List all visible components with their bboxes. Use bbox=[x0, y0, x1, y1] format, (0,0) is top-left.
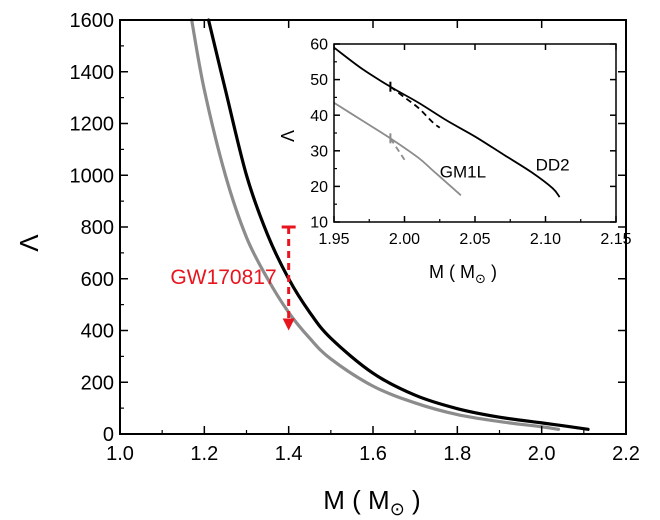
main-x-axis-title-close: ) bbox=[405, 485, 421, 515]
inset-y-tick-label: 30 bbox=[310, 143, 328, 160]
inset-x-ticks: 1.95 2.00 2.05 2.10 2.15 bbox=[318, 44, 632, 248]
main-x-tick-label: 1.0 bbox=[106, 443, 134, 465]
inset-series-line-2 bbox=[333, 101, 462, 196]
main-series-line-dd2 bbox=[206, 18, 590, 431]
inset-background bbox=[334, 44, 616, 222]
main-x-axis-title-sub: ⊙ bbox=[390, 499, 405, 519]
main-y-axis-title: Λ bbox=[14, 234, 44, 252]
main-plot: GW170817 1.0 1.2 1.4 1.6 1.8 2.0 2.2 0 200 400 60… bbox=[14, 10, 640, 519]
gw170817-annotation: GW170817 bbox=[170, 225, 296, 331]
inset-x-axis-title-close: ) bbox=[486, 262, 497, 282]
inset-series-line-1 bbox=[389, 86, 441, 129]
inset-x-tick-label: 2.15 bbox=[600, 231, 631, 248]
inset-series-line-0 bbox=[333, 46, 561, 198]
inset-x-axis-title: M ( M⊙ ) bbox=[429, 262, 497, 286]
main-y-tick-label: 1600 bbox=[70, 10, 115, 32]
inset-series-label-dd2: DD2 bbox=[536, 155, 570, 174]
main-y-tick-label: 600 bbox=[81, 269, 114, 291]
inset-x-tick-label: 2.00 bbox=[389, 231, 420, 248]
inset-y-tick-label: 40 bbox=[310, 108, 328, 125]
inset-y-tick-label: 20 bbox=[310, 179, 328, 196]
inset-series-group bbox=[333, 46, 561, 198]
main-y-ticks: 0 200 400 600 800 1000 1200 1400 1600 bbox=[70, 10, 626, 446]
main-x-tick-label: 1.2 bbox=[190, 443, 218, 465]
inset-y-ticks: 10 20 30 40 50 60 bbox=[310, 37, 616, 232]
inset-y-tick-label: 60 bbox=[310, 37, 328, 54]
inset-series-label-gm1l: GM1L bbox=[440, 163, 486, 182]
inset-x-axis-title-main: M ( M bbox=[429, 262, 475, 282]
main-y-tick-label: 1000 bbox=[70, 165, 115, 187]
main-x-axis-title-main: M ( M bbox=[323, 485, 389, 515]
main-x-tick-label: 1.6 bbox=[359, 443, 387, 465]
main-x-axis-title: M ( M⊙ ) bbox=[323, 485, 420, 519]
main-y-tick-label: 0 bbox=[103, 424, 114, 446]
inset-x-tick-label: 2.10 bbox=[530, 231, 561, 248]
main-x-tick-label: 2.2 bbox=[612, 443, 640, 465]
inset-y-tick-label: 10 bbox=[310, 215, 328, 232]
main-x-ticks: 1.0 1.2 1.4 1.6 1.8 2.0 2.2 bbox=[106, 20, 640, 465]
main-x-tick-label: 1.8 bbox=[443, 443, 471, 465]
main-y-tick-label: 800 bbox=[81, 217, 114, 239]
main-y-tick-label: 1400 bbox=[70, 62, 115, 84]
inset-x-axis-title-sub: ⊙ bbox=[475, 271, 486, 286]
inset-series-line-3 bbox=[389, 137, 406, 161]
main-y-tick-label: 1200 bbox=[70, 114, 115, 136]
main-y-tick-label: 200 bbox=[81, 372, 114, 394]
main-series-line-gm1l bbox=[190, 18, 561, 431]
gw170817-label: GW170817 bbox=[170, 266, 276, 289]
inset-x-tick-label: 1.95 bbox=[318, 231, 349, 248]
inset-x-tick-label: 2.05 bbox=[459, 231, 490, 248]
main-x-tick-label: 1.4 bbox=[275, 443, 303, 465]
inset-y-axis-title: Λ bbox=[278, 130, 298, 142]
main-series-group bbox=[190, 18, 590, 431]
main-y-tick-label: 400 bbox=[81, 321, 114, 343]
inset-plot: 1.95 2.00 2.05 2.10 2.15 10 20 30 40 50 60 Λ M ( … bbox=[278, 37, 632, 286]
inset-y-tick-label: 50 bbox=[310, 72, 328, 89]
gw170817-arrow-head bbox=[282, 318, 295, 331]
main-x-tick-label: 2.0 bbox=[528, 443, 556, 465]
